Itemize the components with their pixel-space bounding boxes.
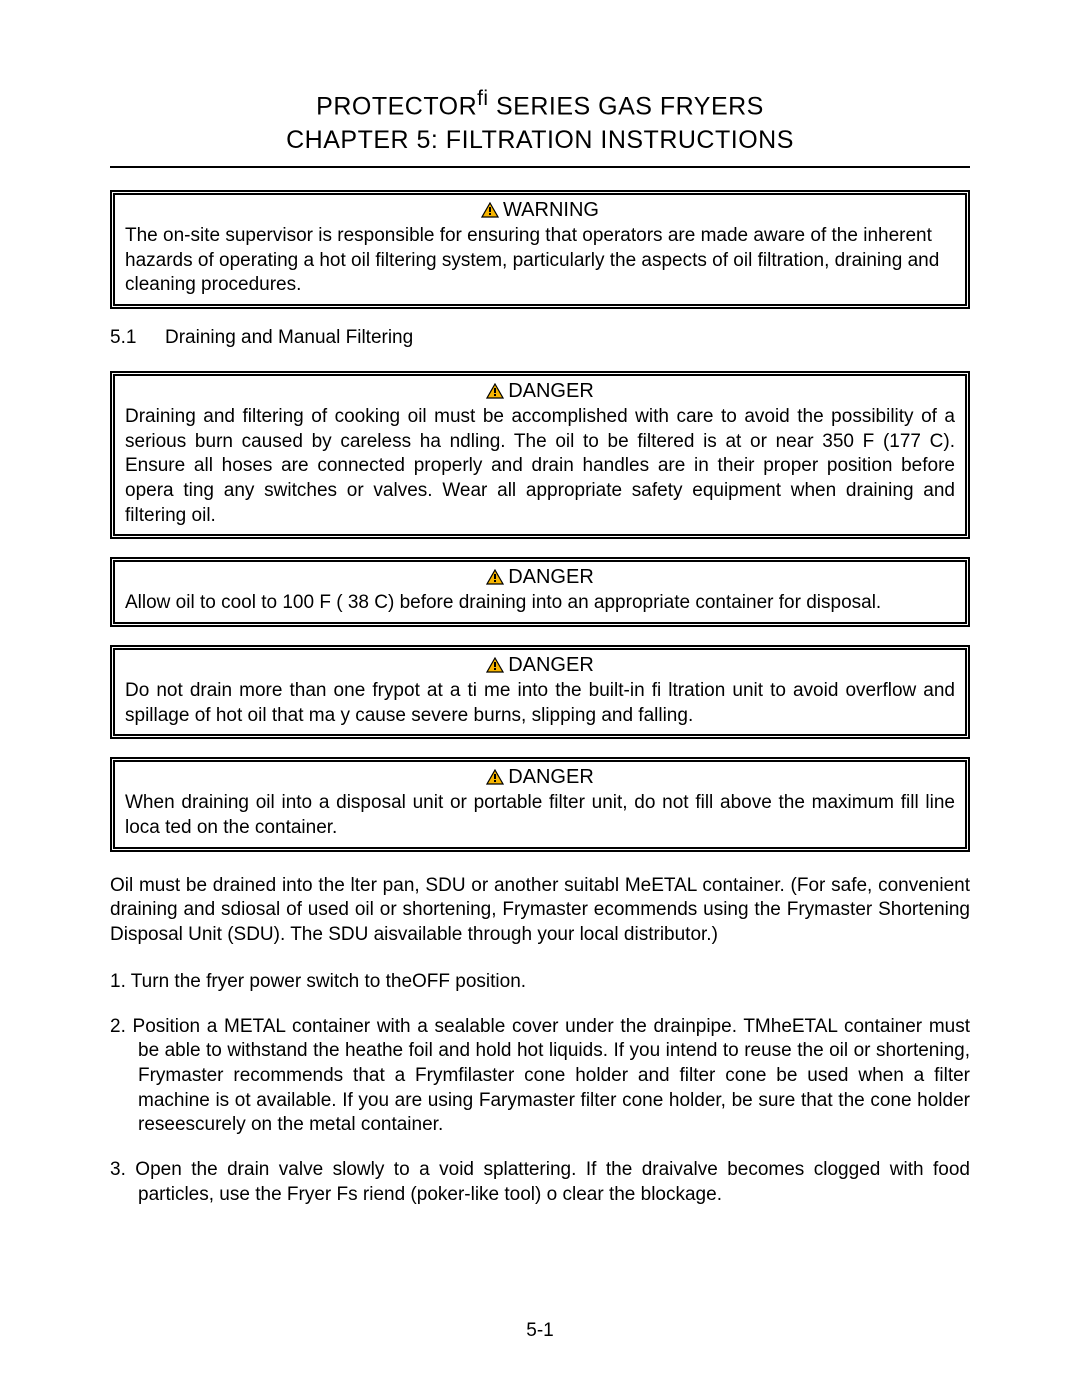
title-line-2: CHAPTER 5: FILTRATION INSTRUCTIONS	[110, 124, 970, 158]
callout-warning: WARNING The on-site supervisor is respon…	[110, 190, 970, 309]
title-block: PROTECTORfi SERIES GAS FRYERS CHAPTER 5:…	[110, 85, 970, 158]
callout-header: DANGER	[125, 380, 955, 403]
title-sup: fi	[477, 87, 488, 110]
callout-header: DANGER	[125, 654, 955, 677]
title-line-1: PROTECTORfi SERIES GAS FRYERS	[110, 85, 970, 124]
callout-label: DANGER	[508, 766, 594, 788]
callout-body: The on-site supervisor is responsible fo…	[125, 224, 955, 298]
section-heading: 5.1Draining and Manual Filtering	[110, 327, 970, 349]
callout-label: DANGER	[508, 380, 594, 402]
callout-body: Draining and filtering of cooking oil mu…	[125, 405, 955, 528]
callout-header: DANGER	[125, 766, 955, 789]
section-number: 5.1	[110, 327, 165, 349]
body-paragraph: Oil must be drained into the lter pan, S…	[110, 874, 970, 948]
callout-label: WARNING	[503, 199, 599, 221]
step-2: 2. Position a METAL container with a sea…	[110, 1015, 970, 1138]
section-title: Draining and Manual Filtering	[165, 327, 413, 348]
page: PROTECTORfi SERIES GAS FRYERS CHAPTER 5:…	[0, 0, 1080, 1397]
callout-label: DANGER	[508, 654, 594, 676]
warning-icon	[486, 769, 504, 785]
warning-icon	[486, 383, 504, 399]
title-text-b: SERIES GAS FRYERS	[489, 92, 764, 120]
steps-list: 1. Turn the fryer power switch to theOFF…	[110, 970, 970, 1208]
step-3: 3. Open the drain valve slowly to a void…	[110, 1158, 970, 1207]
warning-icon	[486, 657, 504, 673]
callout-body: Allow oil to cool to 100 F ( 38 C) befor…	[125, 591, 955, 616]
step-1: 1. Turn the fryer power switch to theOFF…	[110, 970, 970, 995]
callout-body: Do not drain more than one frypot at a t…	[125, 679, 955, 728]
callout-danger-1: DANGER Draining and filtering of cooking…	[110, 371, 970, 539]
callout-danger-3: DANGER Do not drain more than one frypot…	[110, 645, 970, 739]
title-rule	[110, 166, 970, 168]
callout-header: DANGER	[125, 566, 955, 589]
callout-header: WARNING	[125, 199, 955, 222]
callout-body: When draining oil into a disposal unit o…	[125, 791, 955, 840]
warning-icon	[486, 569, 504, 585]
callout-danger-2: DANGER Allow oil to cool to 100 F ( 38 C…	[110, 557, 970, 627]
page-number: 5-1	[0, 1320, 1080, 1342]
title-text-a: PROTECTOR	[316, 92, 477, 120]
warning-icon	[481, 202, 499, 218]
callout-danger-4: DANGER When draining oil into a disposal…	[110, 757, 970, 851]
callout-label: DANGER	[508, 566, 594, 588]
